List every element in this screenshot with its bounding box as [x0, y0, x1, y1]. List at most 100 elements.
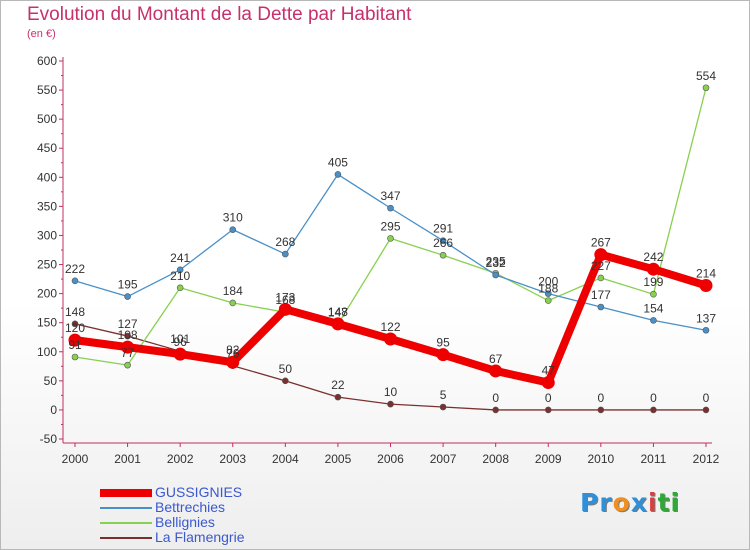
- chart-subtitle: (en €): [27, 28, 56, 40]
- y-tick-label: 100: [37, 345, 57, 359]
- data-label: 101: [170, 332, 190, 346]
- logo-letter: t: [657, 488, 671, 517]
- data-label: 291: [433, 222, 453, 236]
- data-point: [702, 326, 710, 334]
- y-tick-label: 200: [37, 287, 57, 301]
- y-tick-label: 0: [50, 403, 57, 417]
- data-label: 232: [486, 256, 506, 270]
- data-point: [226, 355, 240, 369]
- legend-label-bellignies: Bellignies: [155, 514, 215, 530]
- data-point: [439, 403, 447, 411]
- data-point: [282, 250, 289, 258]
- data-label: 227: [591, 259, 611, 273]
- data-label: 268: [275, 235, 295, 249]
- data-point: [436, 348, 450, 362]
- y-tick-label: 450: [37, 141, 57, 155]
- data-label: 184: [223, 284, 243, 298]
- data-point: [544, 290, 552, 297]
- data-point: [492, 406, 499, 414]
- data-label: 50: [279, 362, 293, 376]
- data-label: 266: [433, 236, 453, 250]
- data-label: 222: [65, 262, 85, 276]
- legend-label-la-flamengrie: La Flamengrie: [155, 529, 245, 545]
- data-label: 108: [118, 328, 138, 342]
- logo-letter: x: [630, 488, 648, 517]
- logo-letter: P: [580, 488, 600, 517]
- y-tick-label: 400: [37, 170, 57, 184]
- data-point: [387, 204, 394, 212]
- data-label: 241: [170, 251, 190, 265]
- y-tick-label: 150: [37, 316, 57, 330]
- data-point: [68, 333, 82, 347]
- data-point: [387, 235, 394, 242]
- x-tick-label: 2005: [325, 452, 352, 466]
- x-tick-label: 2003: [219, 452, 246, 466]
- data-point: [334, 393, 342, 401]
- data-label: 67: [489, 352, 503, 366]
- x-tick-label: 2004: [272, 452, 299, 466]
- y-tick-label: 600: [37, 54, 57, 68]
- x-tick-label: 2006: [377, 452, 404, 466]
- data-label: 0: [545, 391, 552, 405]
- data-label: 214: [696, 266, 716, 280]
- data-label: 235: [486, 254, 506, 268]
- data-label: 148: [65, 305, 85, 319]
- data-label: 120: [65, 321, 85, 335]
- data-point: [124, 332, 131, 340]
- data-label: 195: [118, 278, 138, 292]
- data-point: [650, 317, 657, 324]
- data-label: 147: [328, 305, 348, 319]
- data-point: [597, 406, 605, 414]
- data-point: [331, 317, 345, 331]
- x-tick-label: 2007: [430, 452, 457, 466]
- data-label: 5: [440, 388, 447, 402]
- data-label: 96: [173, 335, 187, 349]
- data-label: 0: [492, 391, 499, 405]
- data-point: [124, 293, 131, 300]
- data-point: [384, 332, 397, 346]
- y-tick-label: 350: [37, 199, 57, 213]
- data-point: [387, 400, 394, 408]
- data-point: [439, 251, 447, 259]
- data-point: [124, 361, 131, 369]
- data-label: 148: [328, 305, 348, 319]
- data-label: 347: [380, 189, 400, 203]
- data-point: [176, 284, 184, 292]
- data-point: [597, 303, 605, 311]
- data-label: 154: [643, 301, 663, 315]
- data-label: 242: [643, 250, 663, 264]
- data-point: [650, 406, 657, 414]
- data-label: 127: [118, 317, 138, 331]
- data-label: 168: [275, 293, 295, 307]
- data-label: 405: [328, 155, 348, 169]
- y-tick-label: 50: [44, 374, 58, 388]
- data-label: 10: [384, 385, 398, 399]
- legend-swatch-bellignies: [100, 522, 152, 524]
- data-point: [173, 347, 187, 361]
- data-label: 22: [331, 378, 345, 392]
- legend-swatch-bettrechies: [100, 507, 152, 509]
- x-tick-label: 2008: [482, 452, 509, 466]
- y-tick-label: 300: [37, 228, 57, 242]
- x-tick-label: 2001: [114, 452, 141, 466]
- data-label: 177: [591, 288, 611, 302]
- data-point: [646, 262, 660, 276]
- data-label: 173: [275, 290, 295, 304]
- x-tick-label: 2000: [62, 452, 89, 466]
- data-label: 137: [696, 311, 716, 325]
- y-tick-label: 550: [37, 83, 57, 97]
- data-label: 91: [68, 338, 82, 352]
- legend-label-bettrechies: Bettrechies: [155, 499, 226, 515]
- data-label: 82: [226, 343, 240, 357]
- data-point: [229, 299, 237, 307]
- data-point: [229, 226, 237, 233]
- x-tick-label: 2010: [587, 452, 614, 466]
- data-label: 76: [226, 347, 240, 361]
- data-label: 310: [223, 211, 243, 225]
- y-tick-label: 250: [37, 258, 57, 272]
- data-point: [492, 271, 499, 279]
- data-point: [699, 278, 713, 292]
- data-label: 199: [643, 275, 663, 289]
